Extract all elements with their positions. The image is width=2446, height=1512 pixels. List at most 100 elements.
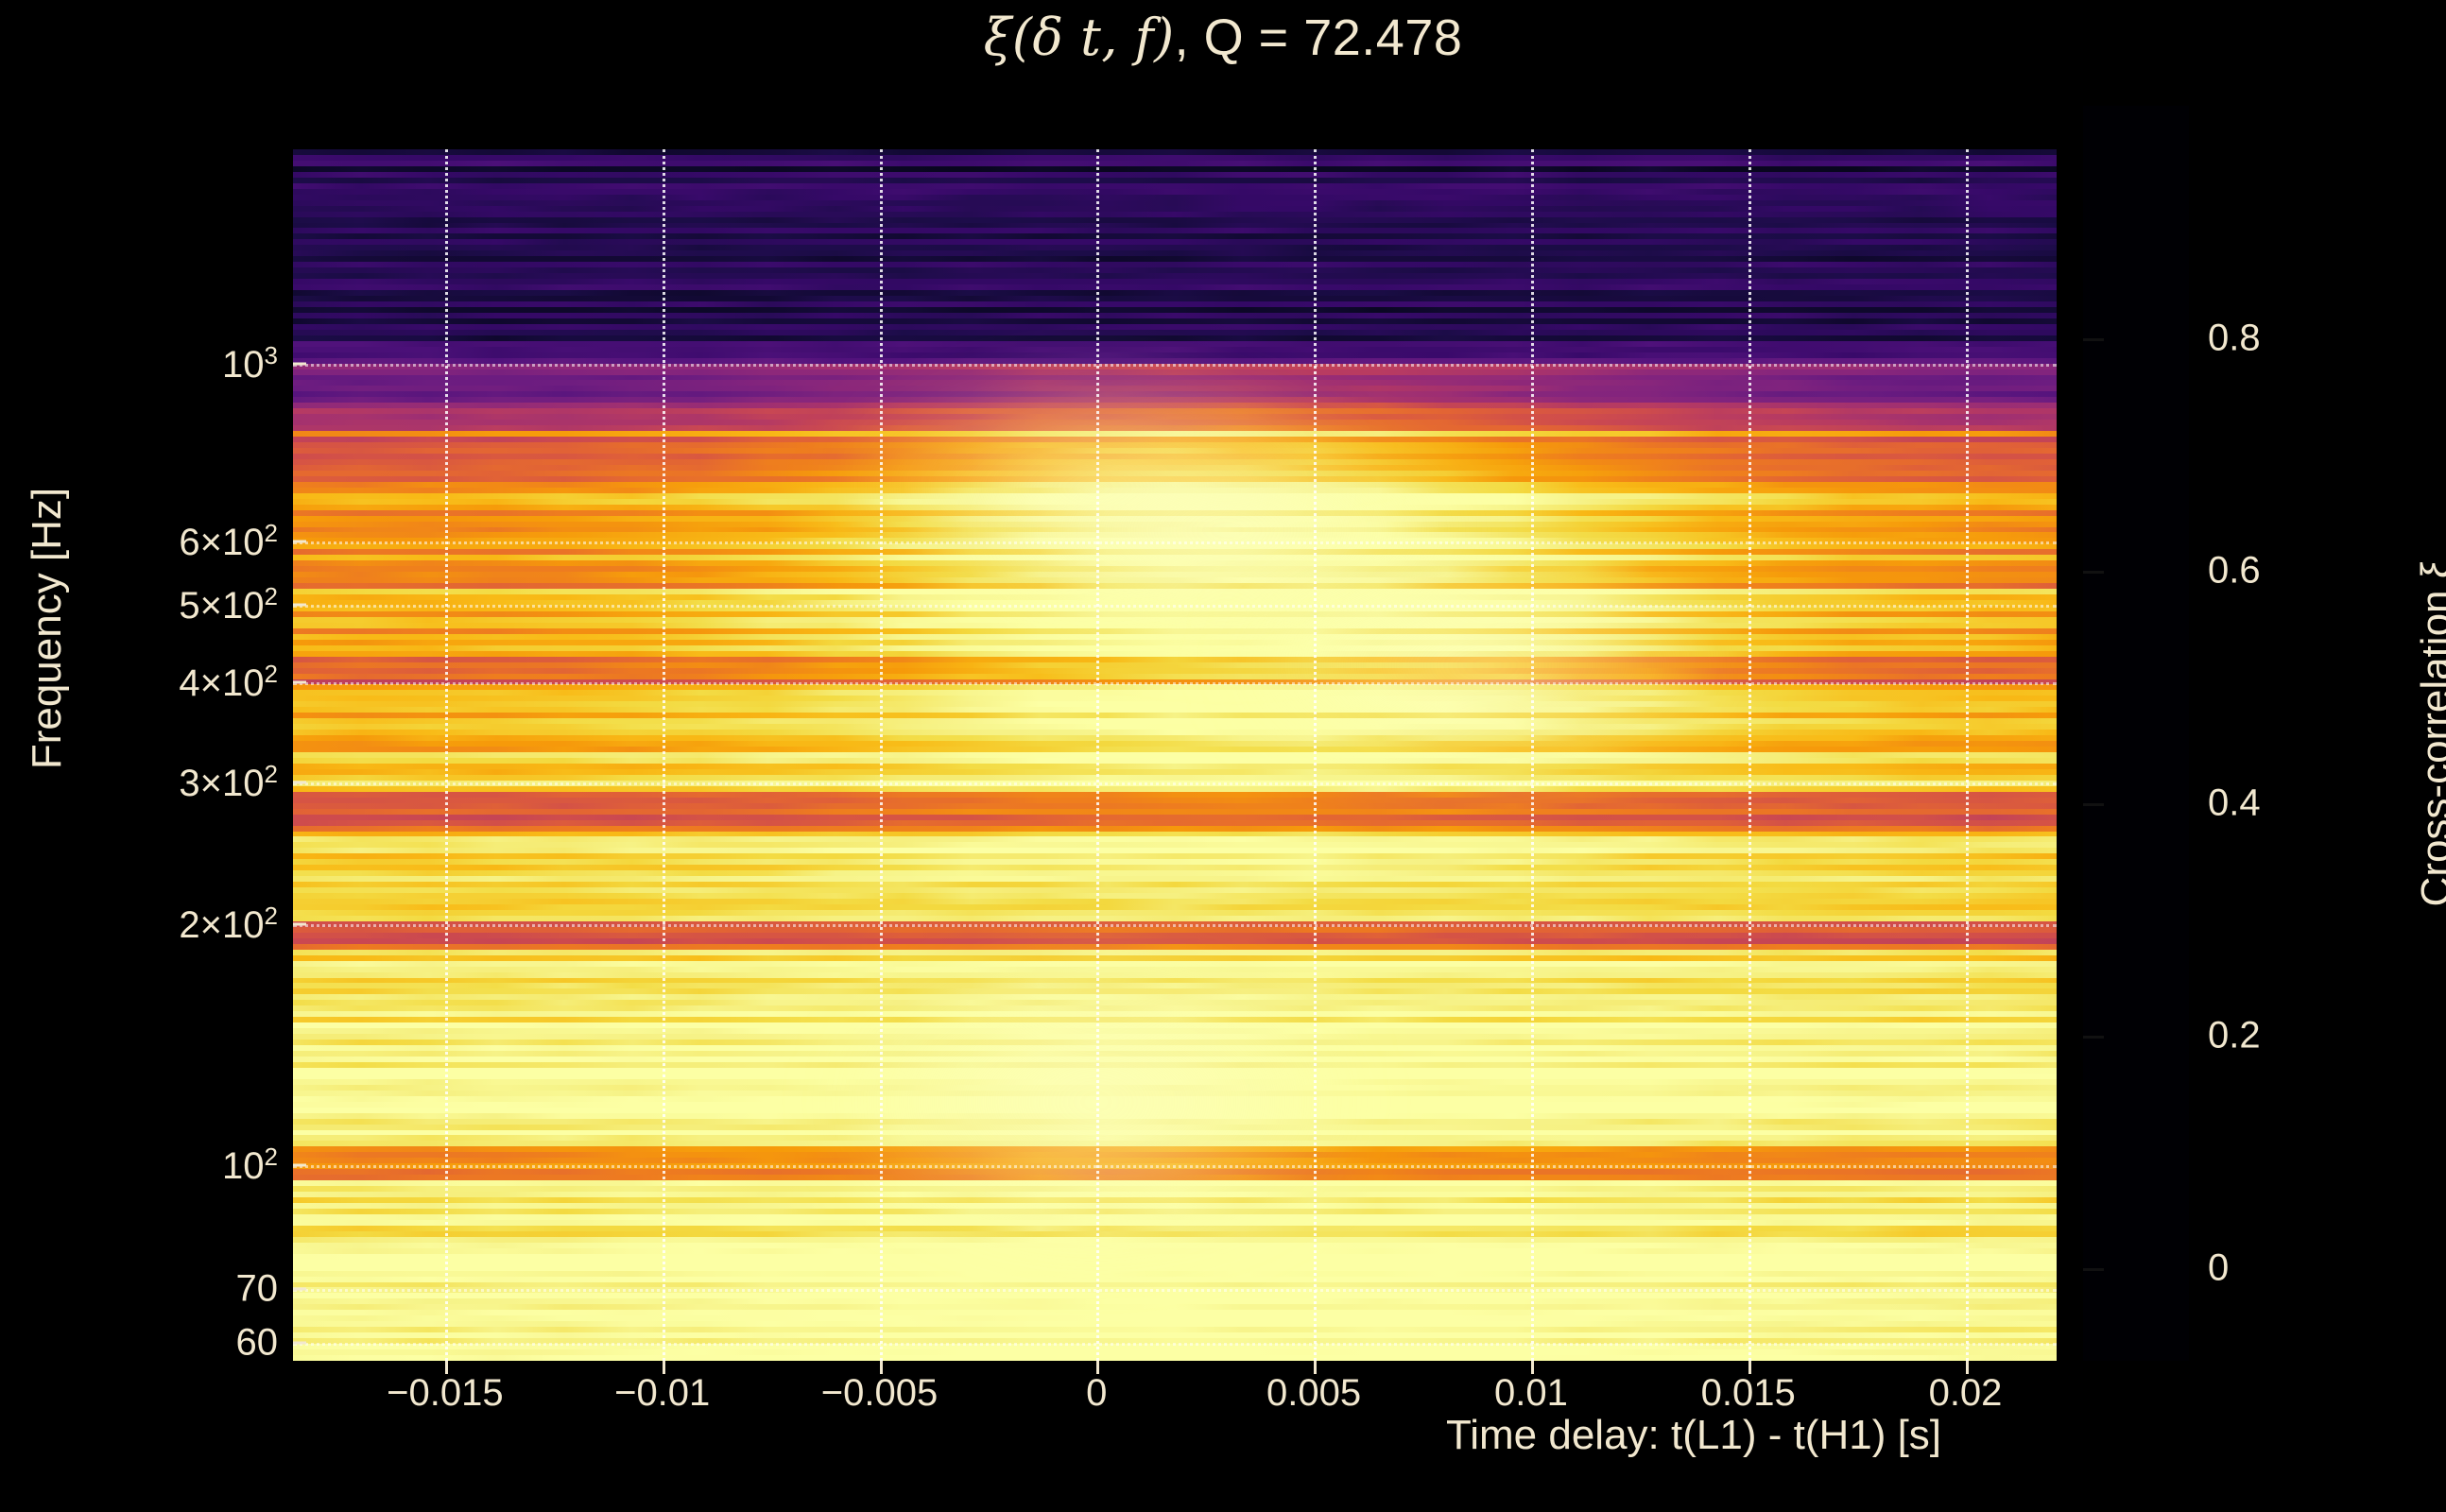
heatmap-row	[293, 1315, 2057, 1323]
heatmap-row	[293, 222, 2057, 230]
heatmap-row	[293, 707, 2057, 714]
heatmap-row	[293, 1298, 2057, 1306]
heatmap-row	[293, 188, 2057, 196]
heatmap-row	[293, 369, 2057, 376]
y-tick-label: 60	[235, 1321, 279, 1364]
colorbar-label: Cross-correlation ξ	[2413, 560, 2446, 907]
heatmap-row	[293, 814, 2057, 821]
heatmap-row	[293, 233, 2057, 241]
heatmap-row	[293, 340, 2057, 348]
heatmap-row	[293, 273, 2057, 280]
x-tick-mark	[1965, 1361, 1969, 1374]
heatmap-row	[293, 1270, 2057, 1278]
heatmap-plot-area	[293, 149, 2057, 1361]
x-tick-mark	[879, 1361, 883, 1374]
y-tick-mark	[293, 922, 306, 926]
heatmap-row	[293, 831, 2057, 838]
y-tick-mark	[293, 362, 306, 366]
x-tick-label: 0.02	[1928, 1372, 2003, 1414]
y-tick-mark	[293, 781, 306, 784]
heatmap-row	[293, 171, 2057, 179]
heatmap-row	[293, 357, 2057, 365]
heatmap-row	[293, 747, 2057, 753]
heatmap-row	[293, 785, 2057, 793]
heatmap-row	[293, 1355, 2057, 1361]
heatmap-row	[293, 1344, 2057, 1350]
heatmap-row	[293, 228, 2057, 235]
heatmap-row	[293, 312, 2057, 319]
y-tick-label: 2×102	[179, 901, 278, 946]
gridline-horizontal	[293, 923, 2057, 927]
heatmap-row	[293, 735, 2057, 742]
heatmap-row	[293, 808, 2057, 816]
heatmap-row	[293, 318, 2057, 325]
y-tick-label: 6×102	[179, 518, 278, 563]
heatmap-row	[293, 1281, 2057, 1289]
heatmap-row	[293, 1338, 2057, 1345]
heatmap-row	[293, 374, 2057, 382]
heatmap-row	[293, 713, 2057, 720]
heatmap-row	[293, 211, 2057, 218]
colorbar	[2083, 106, 2189, 1361]
heatmap-row	[293, 165, 2057, 173]
y-tick-label: 5×102	[179, 581, 278, 627]
gridline-horizontal	[293, 1164, 2057, 1168]
heatmap-row	[293, 1293, 2057, 1300]
heatmap-row	[293, 909, 2057, 917]
heatmap-row	[293, 768, 2057, 776]
gridline-vertical	[444, 149, 448, 1361]
gridline-vertical	[662, 149, 665, 1361]
y-tick-label: 103	[222, 340, 278, 386]
x-tick-mark	[444, 1361, 448, 1374]
colorbar-tick-label: 0.4	[2208, 782, 2261, 824]
heatmap-row	[293, 656, 2057, 663]
y-tick-mark	[293, 1163, 306, 1167]
heatmap-row	[293, 865, 2057, 872]
gridline-vertical	[1530, 149, 1534, 1361]
heatmap-row	[293, 216, 2057, 224]
heatmap-row	[293, 267, 2057, 274]
heatmap-row	[293, 329, 2057, 336]
heatmap-row	[293, 859, 2057, 867]
heatmap-row	[293, 335, 2057, 342]
x-tick-label: −0.01	[614, 1372, 711, 1414]
colorbar-tick-label: 0	[2208, 1246, 2230, 1289]
gridline-vertical	[879, 149, 883, 1361]
heatmap-row	[293, 279, 2057, 285]
heatmap-row	[293, 690, 2057, 697]
heatmap-row	[293, 650, 2057, 658]
heatmap-row	[293, 296, 2057, 302]
colorbar-tick-mark	[2083, 337, 2104, 341]
heatmap-row	[293, 1247, 2057, 1255]
y-tick-label: 4×102	[179, 660, 278, 705]
y-tick-label: 70	[235, 1267, 279, 1310]
gridline-horizontal	[293, 1343, 2057, 1347]
heatmap-row	[293, 679, 2057, 686]
x-tick-label: −0.015	[387, 1372, 504, 1414]
heatmap-row	[293, 182, 2057, 190]
heatmap-row	[293, 1327, 2057, 1333]
colorbar-gradient	[2083, 106, 2189, 1361]
gridline-vertical	[1314, 149, 1318, 1361]
heatmap-bright-lobes	[293, 149, 2057, 1361]
colorbar-tick-mark	[2083, 1035, 2104, 1039]
heatmap-row	[293, 730, 2057, 736]
heatmap-row	[293, 882, 2057, 888]
y-axis-label: Frequency [Hz]	[24, 487, 70, 770]
heatmap-row	[293, 887, 2057, 894]
heatmap-row	[293, 949, 2057, 956]
heatmap-row	[293, 763, 2057, 770]
y-tick-mark	[293, 1341, 306, 1345]
heatmap-row	[293, 673, 2057, 680]
x-tick-label: 0	[1086, 1372, 1108, 1414]
heatmap-row	[293, 899, 2057, 905]
x-tick-label: 0.005	[1266, 1372, 1362, 1414]
heatmap-row	[293, 802, 2057, 810]
x-tick-mark	[1748, 1361, 1751, 1374]
heatmap-row	[293, 1253, 2057, 1261]
heatmap-row	[293, 1304, 2057, 1312]
heatmap-row	[293, 696, 2057, 703]
heatmap-row	[293, 937, 2057, 945]
x-tick-label: −0.005	[820, 1372, 939, 1414]
x-tick-label: 0.01	[1493, 1372, 1568, 1414]
